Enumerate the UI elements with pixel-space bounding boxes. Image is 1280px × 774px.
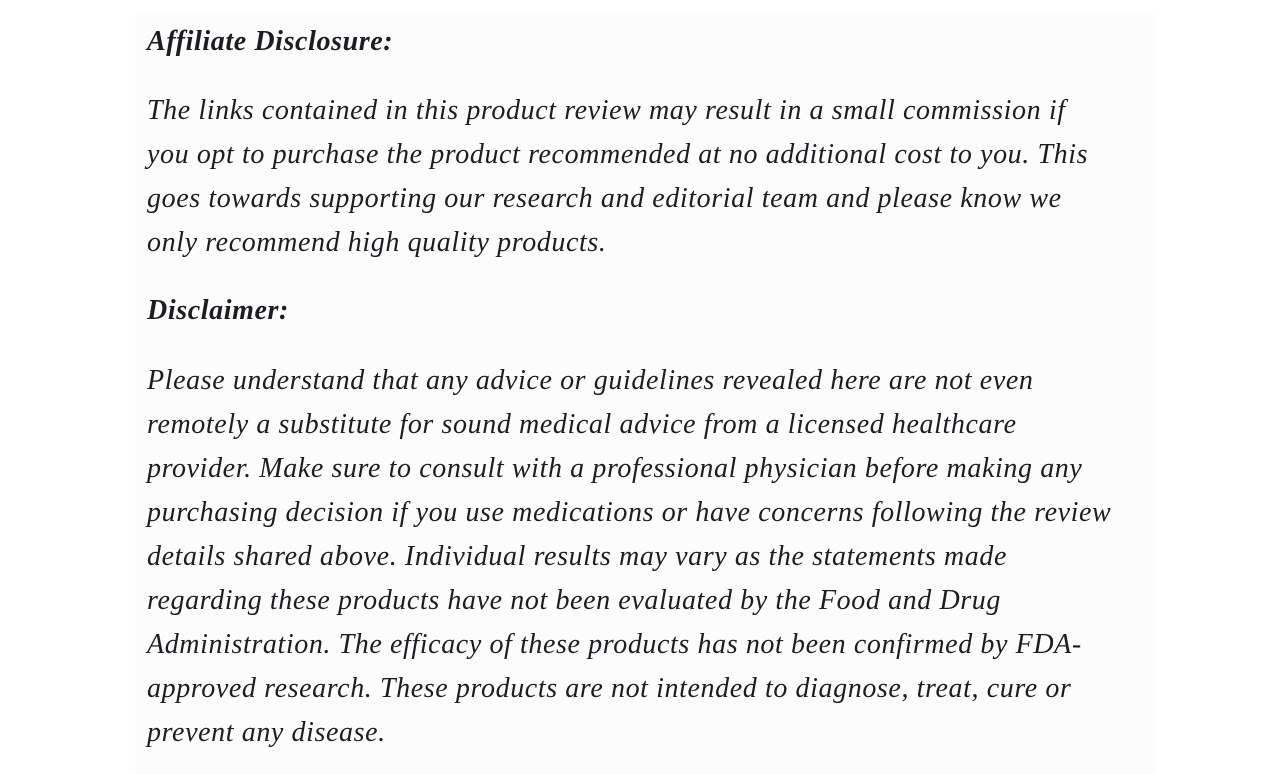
- text-line: The links contained in this product revi…: [147, 95, 1066, 126]
- heading-text: Affiliate Disclosure:: [147, 26, 394, 57]
- text-line: Administration. The efficacy of these pr…: [147, 629, 1082, 660]
- content-card: [135, 14, 1155, 774]
- text-line: regarding these products have not been e…: [147, 585, 1002, 616]
- text-line: you opt to purchase the product recommen…: [147, 139, 1089, 170]
- text-line: Please understand that any advice or gui…: [147, 365, 1034, 396]
- text-line: prevent any disease.: [147, 717, 386, 748]
- text-line: purchasing decision if you use medicatio…: [147, 497, 1112, 528]
- text-line: only recommend high quality products.: [147, 227, 607, 258]
- affiliate-disclosure-heading: Affiliate Disclosure:: [147, 20, 393, 64]
- disclaimer-heading: Disclaimer:: [147, 289, 289, 333]
- text-line: details shared above. Individual results…: [147, 541, 1007, 572]
- disclaimer-text: Please understand that any advice or gui…: [147, 359, 1111, 755]
- text-line: provider. Make sure to consult with a pr…: [147, 453, 1083, 484]
- text-line: goes towards supporting our research and…: [147, 183, 1062, 214]
- affiliate-disclosure-text: The links contained in this product revi…: [147, 89, 1088, 265]
- text-line: approved research. These products are no…: [147, 673, 1072, 704]
- text-line: remotely a substitute for sound medical …: [147, 409, 1017, 440]
- heading-text: Disclaimer:: [147, 295, 289, 326]
